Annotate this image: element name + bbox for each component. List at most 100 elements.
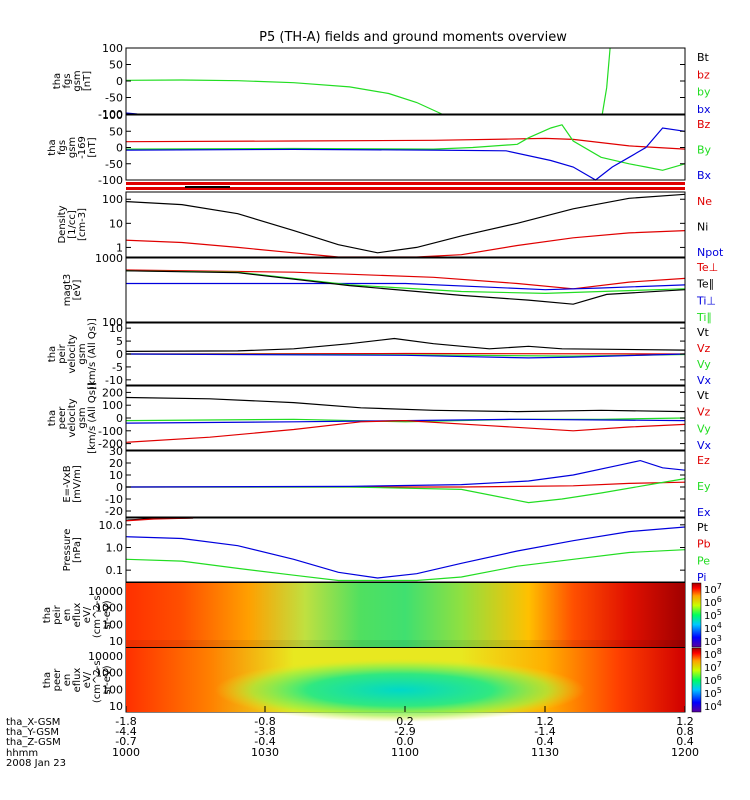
panel-6-legend-entry: Vx — [697, 439, 712, 452]
panel-8-ytick-label: 10.0 — [99, 519, 124, 532]
panel-7-ylabel: E=-VxB — [62, 465, 73, 502]
panel-5-legend-entry: Vz — [697, 342, 711, 355]
x-tick-label: -0.4 — [254, 735, 275, 748]
panel-4-legend-entry: Ti∥ — [696, 311, 712, 324]
x-tick-label: 1.2 — [676, 715, 694, 728]
panel-6-ytick-label: 100 — [102, 399, 123, 412]
electron-spectrogram — [126, 648, 685, 722]
x-tick-label: -1.8 — [115, 715, 136, 728]
quality-flag-bar — [126, 182, 685, 190]
panel-9-colorbar-label: 107 — [704, 582, 722, 596]
panel-3: 100 10 1 Density [1/cc] [cm-3] — [57, 191, 686, 258]
panel-4-legend-entry: Te∥ — [696, 278, 714, 291]
panel-8-series-3 — [125, 526, 686, 579]
x-tick-label: -1.4 — [534, 725, 555, 738]
panel-3-ytick-label: 100 — [102, 193, 123, 206]
panel-10-ylabel: eflux — [72, 668, 83, 693]
panel-6-ytick-label: -200 — [98, 438, 123, 451]
panel-4-legend-entry: Ti⊥ — [696, 294, 716, 307]
x-tick-label: -0.7 — [115, 735, 136, 748]
panel-10-ytick-label: 10 — [109, 700, 123, 713]
panel-7-series-2 — [126, 478, 686, 504]
panel-7-legend-entry: Ex — [697, 506, 711, 519]
panel-4-ytick-label: 1000 — [95, 252, 123, 265]
panel-5-ytick-label: 10 — [109, 322, 123, 335]
panel-2-series-1 — [125, 137, 686, 150]
x-tick-label: -2.9 — [394, 725, 415, 738]
panel-9-ytick-label: 1000 — [95, 602, 123, 615]
panel-6-series-4 — [125, 419, 686, 443]
panel-2-legend-entry: Bz — [697, 118, 711, 131]
panel-9-colorbar-label: 105 — [704, 608, 722, 622]
ion-spectrogram-field — [126, 583, 685, 647]
panel-1-legend-entry: bz — [697, 68, 710, 81]
panel-10-ylabel: sr-eV) — [102, 665, 113, 694]
panel-3-legend-entry: Ni — [697, 221, 708, 234]
panel-9-ylabel: tha — [42, 607, 53, 623]
panel-4-ylabel: [eV] — [72, 280, 83, 301]
x-tick-label: 0.4 — [676, 735, 694, 748]
panel-4-legend-entry: Te⊥ — [696, 261, 718, 274]
panel-9-ylabel: (cm^2-s- — [92, 591, 103, 638]
panel-2-ylabel: [nT] — [87, 137, 98, 157]
panel-8-legend-entry: Pb — [697, 538, 711, 551]
panel-5-ylabel: peir — [57, 343, 68, 363]
panel-3-ylabel: Density — [57, 205, 68, 243]
panel-8-ylabel: Pressure — [62, 529, 73, 572]
panel-9-ylabel: eflux — [72, 603, 83, 628]
panel-6-series-1 — [125, 396, 686, 413]
panel-6-ylabel: gsm — [77, 407, 88, 428]
panel-1-ytick-label: 0 — [116, 75, 123, 88]
panel-5-ylabel: gsm — [77, 343, 88, 364]
panel-10-ylabel: tha — [42, 672, 53, 688]
panel-7-frame — [125, 450, 686, 518]
panel-6-legend-entry: Vy — [697, 422, 711, 435]
panel-1: 100 50 0 -50 -100 tha fgs gsm [nT] — [52, 42, 686, 121]
panel-2-legend-entry: Bx — [697, 169, 712, 182]
panel-6-ytick-label: 200 — [102, 386, 123, 399]
panel-3-ytick-label: 1 — [116, 241, 123, 254]
electron-colorbar — [691, 647, 702, 713]
panel-1-ylabel: [nT] — [82, 71, 93, 91]
panel-5-ytick-label: -10 — [105, 374, 123, 387]
panel-10-colorbar-label: 106 — [704, 673, 722, 687]
panel-9-ylabel: peir — [52, 604, 63, 624]
panel-5-ylabel: [km/s (All Qs)] — [87, 318, 98, 390]
panel-3-ylabel: [cm-3] — [77, 208, 88, 241]
x-tick-label: 0.2 — [396, 715, 414, 728]
panel-4-series-4 — [125, 270, 686, 305]
panel-8-legend-entry: Pi — [697, 571, 706, 584]
x-axis-row-label: hhmm — [6, 748, 38, 759]
panel-7-ytick-label: 30 — [109, 445, 123, 458]
panel-5-ylabel: velocity — [67, 334, 78, 373]
panel-2-ylabel: fgs — [57, 140, 68, 155]
panel-7-ytick-label: 10 — [109, 469, 123, 482]
panel-6-legend-entry: Vz — [697, 406, 711, 419]
panel-8: 10.0 1.0 0.1 Pressure [nPa] — [62, 517, 686, 583]
panel-5-ytick-label: 0 — [116, 348, 123, 361]
panel-3-legend-entry: Npot — [697, 246, 724, 259]
x-axis-row-label: tha_X-GSM — [6, 717, 60, 728]
panel-9-ylabel: eV/ — [82, 606, 93, 623]
panel-8-legend-entry: Pt — [697, 521, 709, 534]
panel-7-ytick-label: 0 — [116, 481, 123, 494]
electron-spectrogram-core — [215, 658, 585, 722]
panel-5-legend-entry: Vy — [697, 358, 711, 371]
panel-8-ytick-label: 0.1 — [106, 564, 124, 577]
panel-2-ytick-label: -100 — [98, 174, 123, 187]
panel-4-frame — [125, 257, 686, 323]
x-tick-label: 0.0 — [396, 735, 414, 748]
x-tick-label: 1130 — [531, 746, 559, 759]
panel-2-frame — [125, 114, 686, 181]
panel-6-frame — [125, 385, 686, 451]
panel-2-series-2 — [125, 124, 686, 171]
panel-10-ytick-label: 1000 — [95, 667, 123, 680]
panel-5-ytick-label: 5 — [116, 335, 123, 348]
panel-6-ylabel: [km/s (All Qs)] — [87, 382, 98, 454]
x-tick-label: 1030 — [251, 746, 279, 759]
panel-1-series-2 — [601, 47, 611, 115]
